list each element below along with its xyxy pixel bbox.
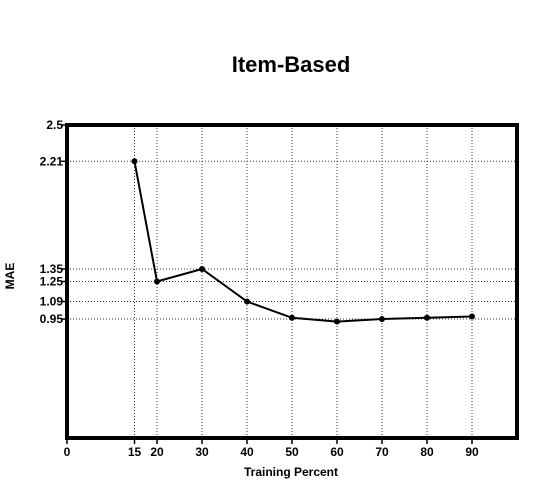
data-point <box>379 316 385 323</box>
x-tick-label: 0 <box>64 445 71 459</box>
y-tick-label: 1.09 <box>40 295 64 309</box>
y-axis-label: MAE <box>3 263 17 290</box>
data-point <box>154 278 160 285</box>
data-points <box>131 158 475 325</box>
axis-ticks <box>61 124 473 444</box>
data-point <box>244 298 250 305</box>
x-tick-label: 90 <box>465 445 479 459</box>
x-tick-label: 60 <box>330 445 344 459</box>
grid <box>67 125 517 438</box>
x-tick-label: 20 <box>150 445 164 459</box>
data-point <box>424 314 430 321</box>
series-line <box>133 161 473 323</box>
y-tick-label: 0.95 <box>40 312 64 326</box>
x-tick-label: 80 <box>420 445 434 459</box>
y-tick-label: 2.5 <box>46 118 63 132</box>
y-tick-label: 2.21 <box>40 154 64 168</box>
data-point <box>199 265 205 272</box>
data-point <box>289 314 295 321</box>
x-tick-labels: 0 15 20 30 40 50 60 70 80 90 <box>64 445 479 459</box>
x-tick-label: 40 <box>240 445 254 459</box>
data-point <box>469 313 475 320</box>
x-axis-label: Training Percent <box>244 465 338 479</box>
chart-title: Item-Based <box>232 52 351 77</box>
y-tick-label: 1.35 <box>40 262 64 276</box>
x-tick-label: 70 <box>375 445 389 459</box>
x-tick-label: 30 <box>195 445 209 459</box>
data-point <box>131 158 138 165</box>
x-tick-label: 50 <box>285 445 299 459</box>
x-tick-label: 15 <box>128 445 142 459</box>
y-tick-labels: 0.95 1.09 1.251.35 2.21 2.5 <box>40 118 64 326</box>
data-point <box>334 318 340 325</box>
series-polyline <box>133 161 473 323</box>
y-tick-label: 1.25 <box>40 275 64 289</box>
